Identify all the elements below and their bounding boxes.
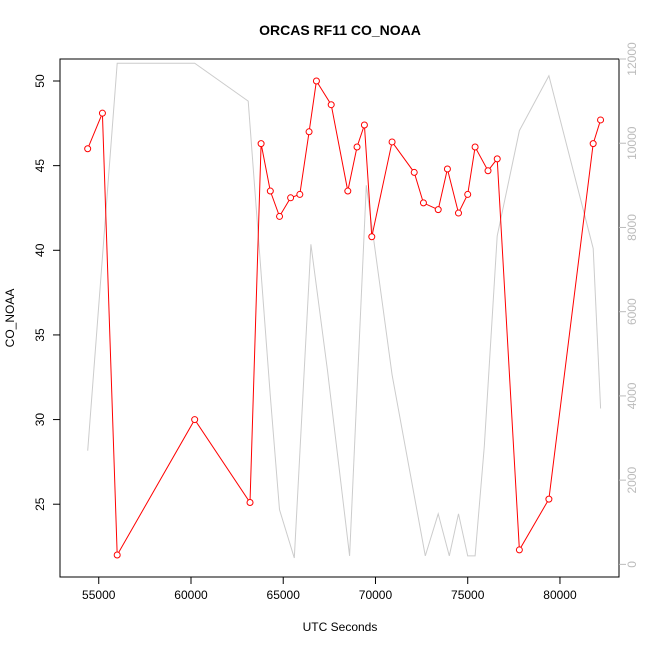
x-tick-label: 80000: [543, 588, 577, 602]
data-point: [287, 194, 295, 202]
data-point: [464, 190, 472, 198]
data-point: [191, 416, 199, 424]
y-tick-label: 40: [33, 243, 47, 257]
data-point: [419, 199, 427, 207]
data-point: [484, 167, 492, 175]
y-tick-label: 50: [33, 74, 47, 88]
data-point: [410, 168, 418, 176]
data-point: [454, 209, 462, 217]
data-point: [360, 121, 368, 129]
data-point: [266, 187, 274, 195]
chart-title: ORCAS RF11 CO_NOAA: [259, 22, 421, 38]
data-point: [296, 190, 304, 198]
axes-layer: 55000 60000 65000 70000 75000 800002530354045…: [33, 42, 639, 602]
y2-tick-label: 8000: [625, 214, 639, 241]
x-tick-label: 55000: [82, 588, 116, 602]
y2-tick-label: 10000: [625, 126, 639, 160]
y-axis-label: CO_NOAA: [3, 289, 17, 348]
y2-tick-label: 4000: [625, 382, 639, 409]
data-point: [312, 77, 320, 85]
data-point: [434, 206, 442, 214]
data-point: [368, 233, 376, 241]
data-point: [597, 116, 605, 124]
y-tick-label: 25: [33, 497, 47, 511]
data-point: [84, 145, 92, 153]
data-point: [113, 551, 121, 559]
y2-tick-label: 6000: [625, 298, 639, 325]
data-point: [545, 495, 553, 503]
data-point: [276, 212, 284, 220]
data-point: [515, 546, 523, 554]
data-point: [443, 165, 451, 173]
data-point: [305, 128, 313, 136]
y-tick-label: 30: [33, 413, 47, 427]
x-axis-label: UTC Seconds: [303, 620, 378, 634]
data-point: [353, 143, 361, 151]
y-tick-label: 45: [33, 159, 47, 173]
data-point: [344, 187, 352, 195]
plot-frame: [59, 58, 620, 578]
y2-tick-label: 2000: [625, 466, 639, 493]
x-tick-label: 60000: [174, 588, 208, 602]
data-point: [98, 109, 106, 117]
series-co-noaa-layer: [84, 77, 605, 559]
data-point: [257, 140, 265, 148]
data-point: [589, 140, 597, 148]
y-tick-label: 35: [33, 328, 47, 342]
data-point: [471, 143, 479, 151]
x-tick-label: 75000: [451, 588, 485, 602]
y2-tick-label: 12000: [625, 42, 639, 76]
x-tick-label: 70000: [359, 588, 393, 602]
x-tick-label: 65000: [267, 588, 301, 602]
data-point: [493, 155, 501, 163]
data-point: [388, 138, 396, 146]
data-point: [246, 499, 254, 507]
y2-tick-label: 0: [625, 561, 639, 568]
data-point: [327, 101, 335, 109]
